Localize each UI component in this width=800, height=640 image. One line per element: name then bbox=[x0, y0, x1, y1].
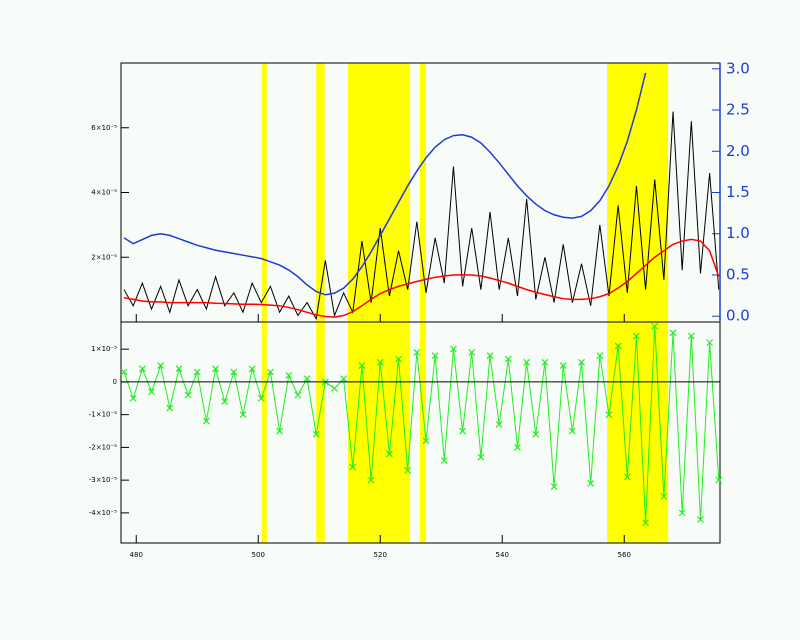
y-tick-label: 2×10⁻⁵ bbox=[91, 253, 117, 261]
y-tick-label: -1×10⁻⁵ bbox=[89, 411, 117, 419]
residual-marker bbox=[138, 365, 146, 373]
residual-marker bbox=[541, 358, 549, 366]
residual-marker bbox=[660, 493, 668, 500]
fit-line bbox=[123, 238, 720, 318]
bottom-panel-frame bbox=[120, 321, 721, 544]
y2-tick-label: 3.0 bbox=[726, 59, 750, 77]
x-tick-label: 500 bbox=[252, 551, 265, 559]
x-tick-label: 540 bbox=[496, 551, 509, 559]
residual-marker bbox=[166, 404, 174, 412]
residual-marker bbox=[212, 365, 219, 373]
residual-marker bbox=[532, 430, 540, 438]
residual-marker bbox=[239, 411, 247, 419]
residual-marker bbox=[157, 362, 165, 369]
y2-tick-label: 0.0 bbox=[726, 307, 750, 325]
residual-marker bbox=[440, 457, 448, 464]
y-tick-label: -4×10⁻⁵ bbox=[89, 509, 117, 517]
x-tick-label: 520 bbox=[374, 551, 387, 559]
masked-region bbox=[607, 63, 669, 543]
residual-marker bbox=[175, 365, 183, 373]
residual-marker bbox=[129, 394, 137, 402]
residual-marker bbox=[349, 463, 357, 471]
residual-marker bbox=[184, 391, 192, 399]
residual-marker bbox=[303, 375, 311, 383]
residual-marker bbox=[559, 362, 567, 369]
residual-marker bbox=[578, 358, 585, 366]
y-tick-label: 0 bbox=[113, 378, 117, 386]
residual-marker bbox=[294, 391, 302, 399]
residual-marker bbox=[285, 371, 293, 379]
residual-marker bbox=[486, 352, 494, 360]
masked-region bbox=[261, 63, 267, 543]
residual-marker bbox=[642, 519, 650, 527]
residual-marker bbox=[193, 368, 201, 376]
residual-marker bbox=[687, 332, 695, 340]
residual-marker bbox=[633, 332, 640, 340]
y-tick-label: -2×10⁻⁵ bbox=[89, 443, 117, 451]
residual-marker bbox=[523, 358, 531, 366]
residual-marker bbox=[422, 437, 430, 445]
y-tick-label: 6×10⁻⁵ bbox=[91, 124, 117, 132]
y2-tick-label: 2.5 bbox=[726, 101, 750, 119]
x-tick-label: 560 bbox=[618, 551, 631, 559]
residual-marker bbox=[340, 375, 348, 383]
residual-marker bbox=[257, 394, 265, 402]
masked-region bbox=[316, 63, 325, 543]
residual-marker bbox=[651, 322, 659, 330]
residual-marker bbox=[221, 398, 229, 405]
residual-marker bbox=[706, 339, 714, 347]
residual-marker bbox=[605, 411, 613, 419]
residual-marker bbox=[376, 358, 384, 366]
residual-marker bbox=[358, 362, 366, 369]
residual-marker bbox=[504, 355, 512, 363]
y-tick-label: -3×10⁻⁵ bbox=[89, 476, 117, 484]
x-tick-label: 480 bbox=[130, 551, 143, 559]
residual-marker bbox=[587, 479, 595, 487]
y2-tick-label: 1.0 bbox=[726, 224, 750, 242]
residual-marker bbox=[395, 355, 402, 363]
residual-marker bbox=[477, 453, 485, 461]
residual-marker bbox=[431, 352, 439, 360]
residual-marker bbox=[678, 509, 686, 517]
residual-marker bbox=[404, 466, 412, 474]
residual-marker bbox=[669, 329, 677, 337]
residual-marker bbox=[459, 427, 467, 435]
masked-region bbox=[419, 63, 426, 543]
y-tick-label: 4×10⁻⁵ bbox=[91, 189, 117, 197]
continuum-line bbox=[123, 72, 647, 296]
residual-marker bbox=[715, 476, 723, 484]
masked-region bbox=[347, 63, 411, 543]
residual-marker bbox=[596, 352, 604, 360]
y2-tick-label: 1.5 bbox=[726, 183, 750, 201]
y2-tick-label: 0.5 bbox=[726, 265, 750, 283]
residual-marker bbox=[614, 342, 622, 350]
residual-marker bbox=[331, 385, 338, 392]
residual-marker bbox=[230, 368, 238, 376]
residual-line bbox=[123, 326, 720, 523]
residual-marker bbox=[367, 476, 375, 484]
y-tick-label: 1×10⁻⁵ bbox=[91, 345, 117, 353]
residual-marker bbox=[267, 368, 274, 376]
residual-marker bbox=[623, 473, 631, 481]
residual-marker bbox=[550, 483, 558, 491]
residual-marker bbox=[312, 430, 320, 438]
residual-marker bbox=[450, 345, 457, 353]
residual-marker bbox=[148, 388, 155, 396]
residual-marker bbox=[120, 368, 128, 376]
residual-marker bbox=[385, 450, 393, 458]
residual-marker bbox=[495, 421, 503, 428]
spectrum-line bbox=[123, 111, 720, 321]
residual-marker bbox=[248, 365, 256, 373]
residual-marker bbox=[413, 349, 421, 356]
residual-marker bbox=[697, 516, 704, 523]
y2-tick-label: 2.0 bbox=[726, 142, 750, 160]
residual-marker bbox=[514, 443, 521, 451]
residual-marker bbox=[202, 417, 210, 425]
residual-marker bbox=[568, 427, 576, 435]
residual-marker bbox=[276, 427, 284, 435]
residual-marker bbox=[468, 349, 476, 356]
